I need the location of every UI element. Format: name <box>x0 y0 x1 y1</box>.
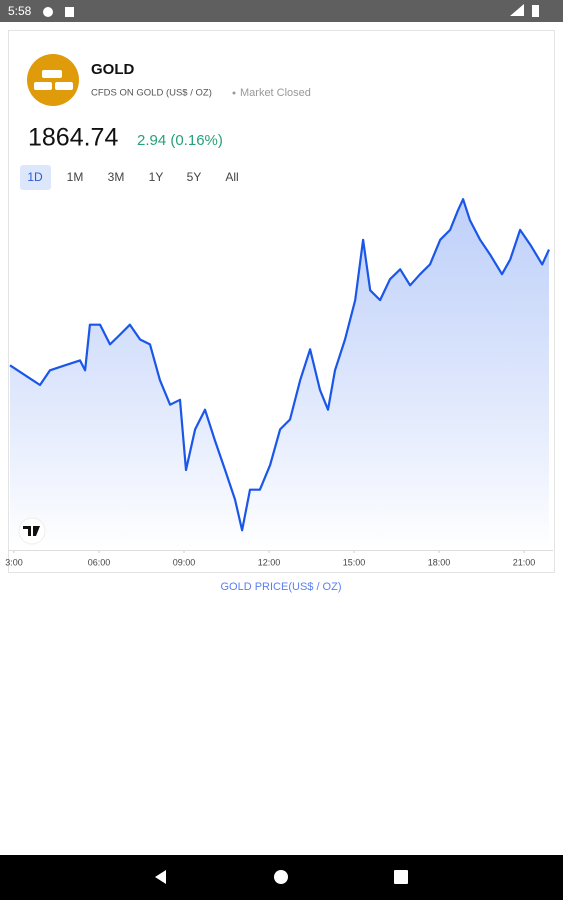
x-tick-label: 21:00 <box>513 557 536 567</box>
tv-logo-mark <box>23 526 40 536</box>
separator-dot <box>232 91 236 95</box>
area <box>10 199 549 550</box>
asset-subtitle: CFDS ON GOLD (US$ / OZ) <box>91 88 212 99</box>
asset-name: GOLD <box>91 61 134 78</box>
gold-logo <box>27 54 79 106</box>
nav-home[interactable] <box>274 870 288 884</box>
price: 1864.74 <box>28 124 118 152</box>
range-tab[interactable]: 1D <box>27 170 43 184</box>
range-tab[interactable]: All <box>225 170 238 184</box>
x-tick-label: 09:00 <box>173 557 196 567</box>
gold-logo-bar <box>34 82 52 90</box>
signal-icon <box>510 4 524 16</box>
x-tick-label: 06:00 <box>88 557 111 567</box>
x-tick-label: 15:00 <box>343 557 366 567</box>
range-tab[interactable]: 3M <box>108 170 125 184</box>
x-tick-label: 3:00 <box>5 557 23 567</box>
market-status: Market Closed <box>240 87 311 99</box>
price-change: 2.94 (0.16%) <box>137 132 223 149</box>
gold-logo-bar <box>55 82 73 90</box>
status-icon <box>43 7 53 17</box>
gold-logo-bar <box>42 70 62 78</box>
status-bar <box>0 0 563 22</box>
range-tab[interactable]: 1Y <box>149 170 164 184</box>
price-line <box>9 198 550 532</box>
tv-logo <box>18 517 46 545</box>
range-tab[interactable]: 1M <box>67 170 84 184</box>
battery-icon <box>532 5 539 17</box>
range-tab[interactable]: 5Y <box>187 170 202 184</box>
status-time: 5:58 <box>8 4 32 18</box>
x-tick-label: 12:00 <box>258 557 281 567</box>
nav-recents[interactable] <box>394 870 408 884</box>
x-tick-label: 18:00 <box>428 557 451 567</box>
tab-selected-bg <box>20 165 51 190</box>
status-icon <box>65 7 74 17</box>
nav-back[interactable] <box>155 870 166 884</box>
chart-caption[interactable]: GOLD PRICE(US$ / OZ) <box>220 581 341 593</box>
